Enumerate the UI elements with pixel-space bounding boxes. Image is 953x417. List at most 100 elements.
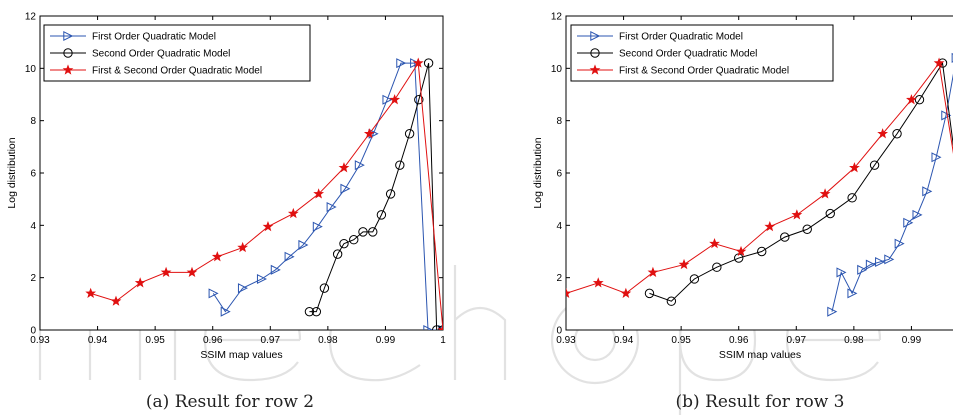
- chart-a-xtick-label: 0.98: [318, 335, 338, 346]
- chart-a-data-point: [262, 220, 274, 232]
- chart-a-data-point: [311, 306, 322, 317]
- chart-a-ylabel: Log distribution: [6, 137, 18, 208]
- chart-b-series-line-1: [649, 61, 953, 302]
- chart-b-ytick-label: 10: [551, 64, 563, 75]
- chart-b-xtick-label: 0.94: [614, 335, 634, 346]
- chart-b-data-point: [933, 57, 945, 68]
- chart-b-series-line-0: [831, 73, 953, 312]
- chart-a-data-point: [410, 58, 421, 69]
- chart-a-data-point: [304, 306, 315, 317]
- chart-a-data-point: [211, 251, 223, 262]
- chart-a-caption: (a) Result for row 2: [146, 392, 314, 412]
- chart-a-data-point: [284, 251, 295, 262]
- chart-b-data-point: [566, 287, 572, 298]
- chart-a-data-point: [396, 58, 407, 69]
- chart-a-data-point: [412, 57, 424, 68]
- chart-b-data-point: [764, 220, 776, 232]
- chart-b-xtick-label: 0.99: [902, 335, 922, 346]
- chart-a-data-point: [256, 273, 267, 284]
- chart-b-data-point: [620, 287, 632, 298]
- chart-b-data-point: [827, 306, 838, 317]
- chart-b-legend-marker: [590, 30, 601, 42]
- chart-b-data-point: [666, 296, 677, 306]
- chart-a-data-point: [313, 188, 325, 199]
- chart-b-legend-marker: [590, 48, 600, 58]
- chart-b-ytick-label: 12: [551, 12, 563, 23]
- chart-b-data-point: [941, 110, 952, 121]
- chart-a-data-point: [332, 249, 343, 259]
- chart-b-ytick-label: 4: [556, 221, 562, 232]
- chart-a-data-point: [85, 287, 97, 298]
- chart-a-ytick-label: 10: [25, 64, 37, 75]
- chart-a-data-point: [349, 235, 359, 245]
- chart-b-data-point: [847, 288, 858, 299]
- chart-a-data-point: [220, 306, 231, 317]
- chart-b-xtick-label: 0.98: [844, 335, 864, 346]
- chart-b-ytick-label: 0: [556, 326, 562, 337]
- chart-a-xtick-label: 0.95: [145, 335, 165, 346]
- chart-b-data-point: [836, 267, 847, 278]
- chart-a-series-line-1: [309, 62, 443, 330]
- chart-b-data-point: [951, 52, 953, 63]
- chart-b-xtick-label: 0.96: [729, 335, 749, 346]
- chart-a-data-point: [160, 266, 172, 278]
- chart-a-data-point: [186, 266, 198, 278]
- chart-b-data-point: [914, 95, 925, 105]
- chart-b-data-point: [884, 254, 895, 265]
- chart-a-data-point: [338, 162, 350, 173]
- chart-b-legend-marker: [589, 64, 601, 75]
- chart-b-xtick-label: 0.97: [787, 335, 807, 346]
- chart-b-data-point: [894, 238, 905, 249]
- chart-b-data-point: [735, 245, 747, 257]
- chart-b-xlabel: SSIM map values: [719, 349, 801, 361]
- chart-b-legend-label: First & Second Order Quadratic Model: [619, 66, 789, 77]
- chart-a-data-point: [110, 295, 122, 306]
- chart-a-xtick-label: 0.96: [203, 335, 223, 346]
- chart-b-data-point: [592, 277, 604, 288]
- chart-b-ytick-label: 2: [556, 273, 562, 284]
- chart-b-ticks: 0.93 0.94 0.95 0.96 0.97 0.98 0.99 0 2 4 6 8 10 12: [551, 12, 922, 347]
- chart-a-data-point: [368, 227, 378, 237]
- chart-b-data-point: [869, 160, 880, 170]
- chart-a-ytick-label: 12: [25, 12, 37, 23]
- chart-a-data-point: [270, 264, 281, 275]
- chart-a-ytick-label: 2: [30, 273, 36, 284]
- chart-b-data-point: [875, 256, 886, 267]
- chart-b-legend: First Order Quadratic Model Second Order …: [570, 24, 834, 82]
- chart-a-data-point: [339, 238, 349, 249]
- chart-a-legend-label: First & Second Order Quadratic Model: [92, 66, 262, 77]
- chart-b-data-point: [922, 186, 933, 197]
- chart-b-data-point: [802, 224, 812, 234]
- chart-a-data-point: [414, 95, 424, 105]
- chart-b-data-point: [892, 129, 902, 139]
- chart-b-ylabel: Log distribution: [532, 137, 544, 208]
- chart-a-data-point: [340, 183, 351, 194]
- chart-b-xtick-label: 0.93: [556, 335, 576, 346]
- chart-b-legend-box: [570, 24, 834, 82]
- chart-b-data-point: [912, 209, 923, 220]
- chart-b-data-point: [689, 274, 700, 284]
- chart-b-data-point: [712, 262, 722, 272]
- chart-b-data-point: [847, 193, 857, 203]
- chart-a-ytick-label: 6: [30, 169, 36, 180]
- chart-a-data-point: [423, 58, 434, 68]
- chart-b-data-point: [791, 209, 803, 220]
- chart-a-xtick-label: 1: [440, 335, 446, 346]
- chart-a-legend-marker: [63, 48, 73, 58]
- chart-b-caption: (b) Result for row 3: [676, 392, 845, 412]
- chart-a-ytick-label: 0: [30, 326, 36, 337]
- chart-a-legend: First Order Quadratic Model Second Order …: [43, 24, 311, 82]
- chart-b-data-point: [678, 258, 690, 270]
- chart-a-xtick-label: 0.99: [376, 335, 396, 346]
- chart-b-data-point: [849, 162, 860, 173]
- chart-a-data-point: [319, 283, 330, 293]
- chart-b-data-point: [819, 188, 831, 199]
- chart-a-data-point: [385, 189, 396, 199]
- chart-a-legend-marker: [62, 64, 74, 75]
- chart-a-data-point: [389, 94, 401, 105]
- chart-a-data-point: [354, 160, 365, 171]
- chart-b-legend-label: First Order Quadratic Model: [619, 32, 743, 43]
